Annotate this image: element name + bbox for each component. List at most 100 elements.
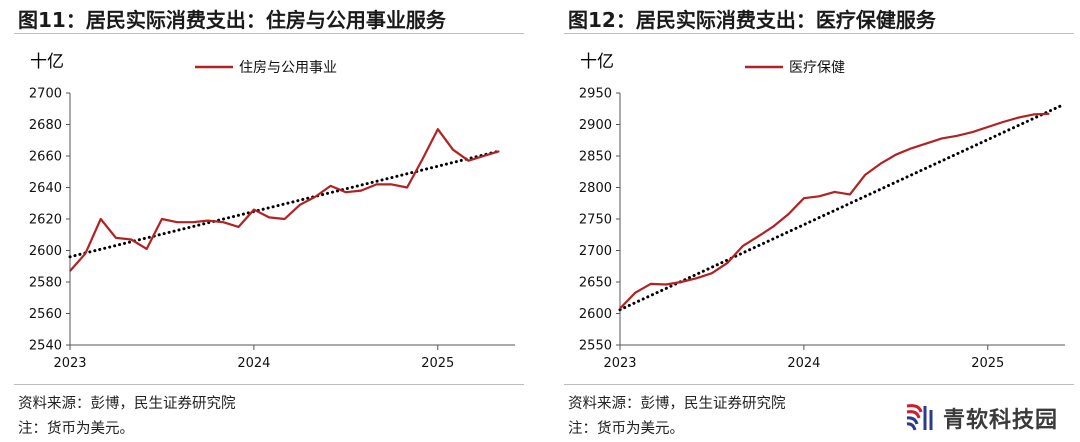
data-point (406, 186, 408, 189)
data-point (987, 126, 989, 128)
currency-note: 注：货币为美元。 (568, 421, 684, 437)
data-point (650, 283, 652, 285)
data-point (84, 253, 86, 255)
data-point (711, 272, 713, 274)
data-point (115, 237, 117, 239)
data-point (634, 292, 636, 294)
y-tick-label: 2540 (29, 339, 62, 354)
data-point (222, 221, 224, 223)
source-note: 资料来源：彭博，民生证券研究院 (568, 396, 786, 412)
y-tick-label: 2620 (29, 213, 62, 228)
chart-title: 图12：居民实际消费支出：医疗保健服务 (568, 8, 936, 32)
data-point (619, 307, 621, 310)
data-point (910, 147, 912, 150)
data-point (176, 221, 178, 223)
data-point (895, 154, 897, 156)
y-tick-label: 2900 (579, 118, 612, 133)
data-point (818, 195, 820, 197)
data-point (833, 191, 836, 193)
data-point (268, 216, 270, 219)
y-tick-label: 2650 (579, 276, 612, 291)
data-point (925, 142, 928, 144)
data-point (971, 131, 974, 133)
trendline (68, 149, 500, 259)
y-axis-unit: 十亿 (30, 52, 64, 72)
data-point (253, 208, 255, 211)
legend-label: 住房与公用事业 (239, 60, 337, 76)
line-chart-housing: 2540 2560 2580 2600 2620 2640 2660 2680 2700 2023… (29, 60, 515, 371)
y-tick-label: 2800 (579, 181, 612, 196)
y-tick-label: 2950 (579, 87, 612, 102)
data-point (345, 191, 347, 193)
currency-note: 注：货币为美元。 (18, 421, 134, 437)
data-point (680, 281, 682, 283)
data-point (360, 190, 362, 192)
data-point (1002, 121, 1004, 123)
logo-icon (906, 404, 933, 431)
data-point (803, 197, 805, 199)
data-point (498, 150, 500, 152)
data-point (69, 270, 71, 272)
data-point (665, 283, 667, 286)
data-point (879, 162, 882, 165)
data-point (742, 245, 744, 247)
data-point (467, 160, 470, 162)
title-divider (14, 33, 524, 34)
x-tick-label: 2023 (53, 356, 86, 371)
data-point (299, 204, 301, 206)
data-point (421, 158, 424, 160)
y-axis-unit: 十亿 (580, 52, 614, 72)
data-point (314, 196, 316, 198)
y-tick-label: 2560 (29, 307, 62, 322)
y-tick-label: 2750 (579, 213, 612, 228)
y-tick-label: 2700 (29, 87, 62, 102)
data-point (207, 219, 209, 222)
data-point (130, 238, 132, 241)
data-point (100, 218, 102, 220)
series-line (69, 128, 500, 272)
x-tick-label: 2025 (421, 356, 454, 371)
data-point (483, 155, 485, 157)
chart-panel-healthcare: 图12：居民实际消费支出：医疗保健服务 十亿 2550 2600 2650 2700 2… (550, 0, 1080, 442)
data-point (375, 183, 378, 185)
watermark-logo: 青软科技园 (903, 398, 1058, 438)
footer-divider (564, 384, 1074, 385)
data-point (956, 135, 958, 137)
data-point (437, 128, 439, 130)
x-tick-label: 2023 (603, 356, 636, 371)
x-tick-label: 2024 (787, 356, 820, 371)
data-point (146, 248, 148, 250)
footer-divider (14, 384, 524, 385)
data-point (772, 225, 774, 228)
data-point (452, 149, 454, 151)
data-point (1048, 113, 1050, 115)
data-point (757, 236, 759, 238)
data-point (329, 185, 332, 187)
trendline (618, 104, 1063, 312)
data-point (192, 221, 194, 223)
y-tick-label: 2640 (29, 181, 62, 196)
data-point (864, 174, 866, 176)
y-tick-label: 2550 (579, 339, 612, 354)
y-tick-label: 2580 (29, 276, 62, 291)
source-note: 资料来源：彭博，民生证券研究院 (18, 396, 236, 412)
y-tick-label: 2600 (579, 307, 612, 322)
legend-label: 医疗保健 (789, 60, 845, 76)
y-tick-label: 2680 (29, 118, 62, 133)
chart-panel-housing: 图11：居民实际消费支出：住房与公用事业服务 十亿 2540 2560 2580 26… (0, 0, 530, 442)
title-divider (564, 33, 1074, 34)
data-point (849, 193, 851, 196)
data-point (696, 277, 698, 279)
watermark-text: 青软科技园 (943, 408, 1059, 433)
data-point (238, 226, 240, 228)
data-point (726, 262, 728, 264)
y-tick-label: 2700 (579, 244, 612, 259)
data-point (788, 213, 790, 215)
data-point (161, 218, 163, 220)
x-tick-label: 2025 (971, 356, 1004, 371)
data-point (941, 137, 943, 139)
y-tick-label: 2600 (29, 244, 62, 259)
chart-title: 图11：居民实际消费支出：住房与公用事业服务 (18, 8, 446, 32)
line-chart-healthcare: 2550 2600 2650 2700 2750 2800 2850 2900 2950 2023… (579, 60, 1065, 371)
data-point (1017, 116, 1020, 119)
